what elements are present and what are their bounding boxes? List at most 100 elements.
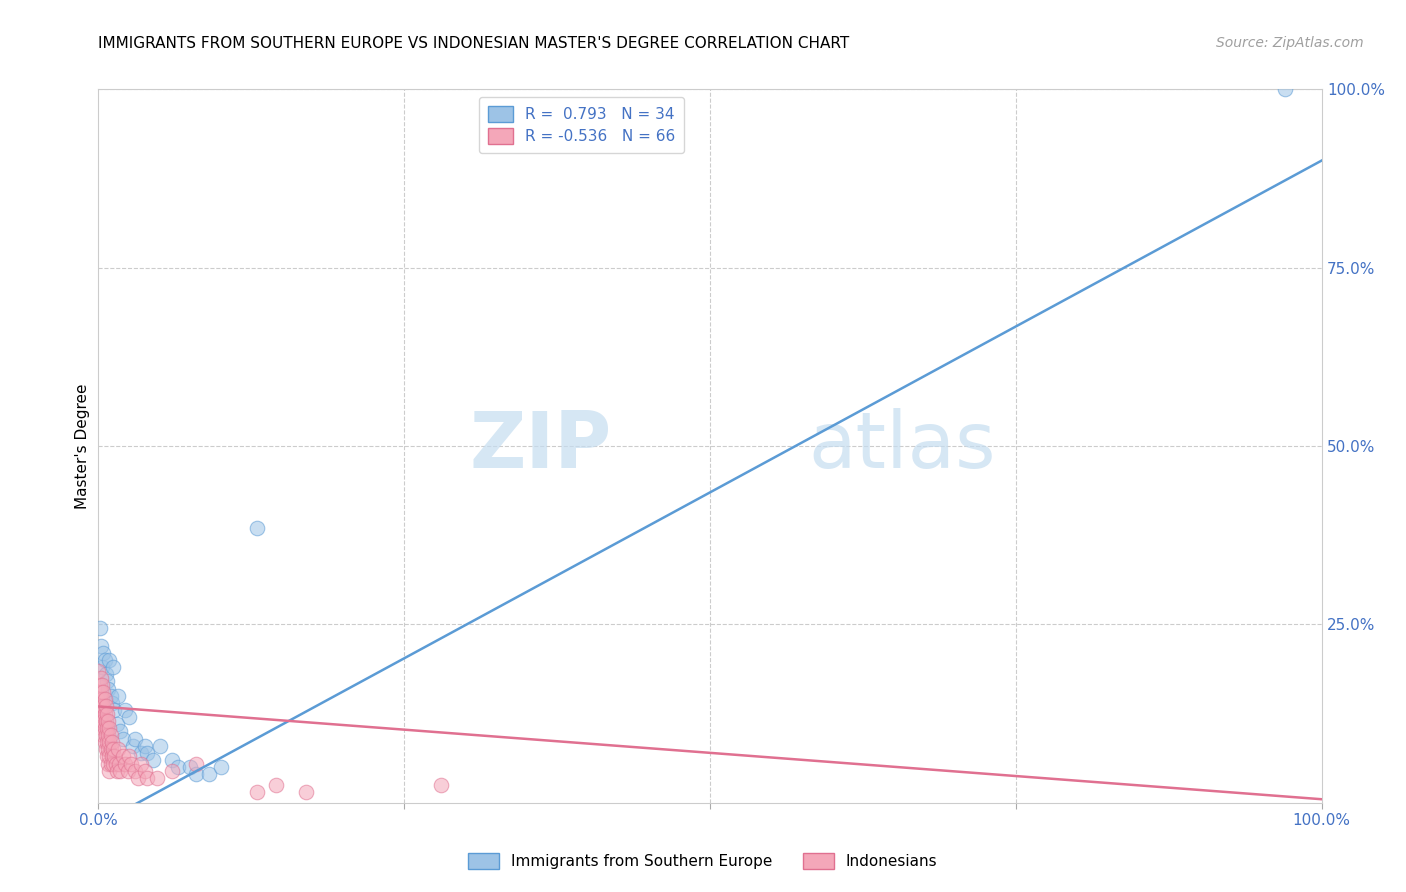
Point bbox=[96, 721, 118, 735]
Point bbox=[179, 760, 201, 774]
Point bbox=[118, 749, 141, 764]
Point bbox=[96, 749, 118, 764]
Point bbox=[160, 764, 183, 778]
Point bbox=[98, 764, 121, 778]
Point bbox=[101, 735, 124, 749]
Point bbox=[101, 742, 124, 756]
Point bbox=[107, 689, 129, 703]
Point bbox=[93, 706, 115, 721]
Point bbox=[97, 756, 120, 771]
Point bbox=[149, 739, 172, 753]
Point bbox=[100, 689, 122, 703]
Point bbox=[186, 767, 208, 781]
Point bbox=[186, 756, 208, 771]
Point bbox=[124, 764, 146, 778]
Point bbox=[295, 785, 318, 799]
Point bbox=[89, 621, 111, 635]
Point bbox=[114, 756, 136, 771]
Point bbox=[136, 746, 159, 760]
Point bbox=[124, 731, 146, 746]
Point bbox=[94, 728, 117, 742]
Y-axis label: Master's Degree: Master's Degree bbox=[75, 384, 90, 508]
Point bbox=[101, 756, 124, 771]
Point bbox=[94, 742, 117, 756]
Point bbox=[96, 735, 118, 749]
Point bbox=[100, 756, 122, 771]
Point bbox=[103, 749, 125, 764]
Point bbox=[246, 785, 269, 799]
Point bbox=[90, 699, 112, 714]
Point bbox=[117, 764, 139, 778]
Point bbox=[1274, 82, 1296, 96]
Point bbox=[97, 742, 120, 756]
Point bbox=[94, 714, 117, 728]
Point bbox=[91, 721, 114, 735]
Legend: Immigrants from Southern Europe, Indonesians: Immigrants from Southern Europe, Indones… bbox=[463, 847, 943, 875]
Text: ZIP: ZIP bbox=[470, 408, 612, 484]
Point bbox=[105, 717, 128, 731]
Point bbox=[430, 778, 453, 792]
Point bbox=[167, 760, 190, 774]
Point bbox=[93, 653, 115, 667]
Point bbox=[105, 764, 128, 778]
Point bbox=[91, 646, 114, 660]
Point bbox=[110, 764, 132, 778]
Point bbox=[101, 749, 124, 764]
Text: IMMIGRANTS FROM SOUTHERN EUROPE VS INDONESIAN MASTER'S DEGREE CORRELATION CHART: IMMIGRANTS FROM SOUTHERN EUROPE VS INDON… bbox=[98, 36, 849, 51]
Point bbox=[127, 771, 149, 785]
Point bbox=[97, 714, 120, 728]
Point bbox=[114, 703, 136, 717]
Point bbox=[103, 703, 125, 717]
Point bbox=[91, 660, 114, 674]
Legend: R =  0.793   N = 34, R = -0.536   N = 66: R = 0.793 N = 34, R = -0.536 N = 66 bbox=[479, 97, 685, 153]
Point bbox=[134, 739, 156, 753]
Point bbox=[96, 674, 118, 689]
Point bbox=[89, 678, 111, 692]
Point bbox=[108, 756, 131, 771]
Point bbox=[98, 653, 121, 667]
Point bbox=[91, 699, 114, 714]
Point bbox=[264, 778, 287, 792]
Point bbox=[100, 742, 122, 756]
Point bbox=[134, 764, 156, 778]
Point bbox=[98, 749, 121, 764]
Point bbox=[90, 685, 112, 699]
Point bbox=[93, 735, 115, 749]
Point bbox=[97, 681, 120, 696]
Point bbox=[87, 664, 110, 678]
Text: Source: ZipAtlas.com: Source: ZipAtlas.com bbox=[1216, 36, 1364, 50]
Point bbox=[121, 739, 143, 753]
Point bbox=[246, 521, 269, 535]
Point bbox=[104, 756, 127, 771]
Point bbox=[110, 724, 132, 739]
Point bbox=[94, 699, 117, 714]
Point bbox=[118, 710, 141, 724]
Point bbox=[97, 728, 120, 742]
Point bbox=[91, 714, 114, 728]
Point bbox=[146, 771, 169, 785]
Point bbox=[197, 767, 219, 781]
Point bbox=[101, 696, 124, 710]
Point bbox=[90, 714, 112, 728]
Point bbox=[90, 671, 112, 685]
Point bbox=[142, 753, 165, 767]
Point bbox=[89, 692, 111, 706]
Point bbox=[129, 756, 152, 771]
Point bbox=[90, 639, 112, 653]
Point bbox=[136, 771, 159, 785]
Point bbox=[101, 660, 124, 674]
Point bbox=[91, 728, 114, 742]
Point bbox=[91, 685, 114, 699]
Point bbox=[120, 756, 142, 771]
Point bbox=[96, 706, 118, 721]
Point bbox=[209, 760, 232, 774]
Point bbox=[107, 742, 129, 756]
Point bbox=[98, 735, 121, 749]
Point bbox=[129, 746, 152, 760]
Point bbox=[111, 731, 134, 746]
Text: atlas: atlas bbox=[808, 408, 995, 484]
Point bbox=[91, 678, 114, 692]
Point bbox=[111, 749, 134, 764]
Point bbox=[160, 753, 183, 767]
Point bbox=[91, 692, 114, 706]
